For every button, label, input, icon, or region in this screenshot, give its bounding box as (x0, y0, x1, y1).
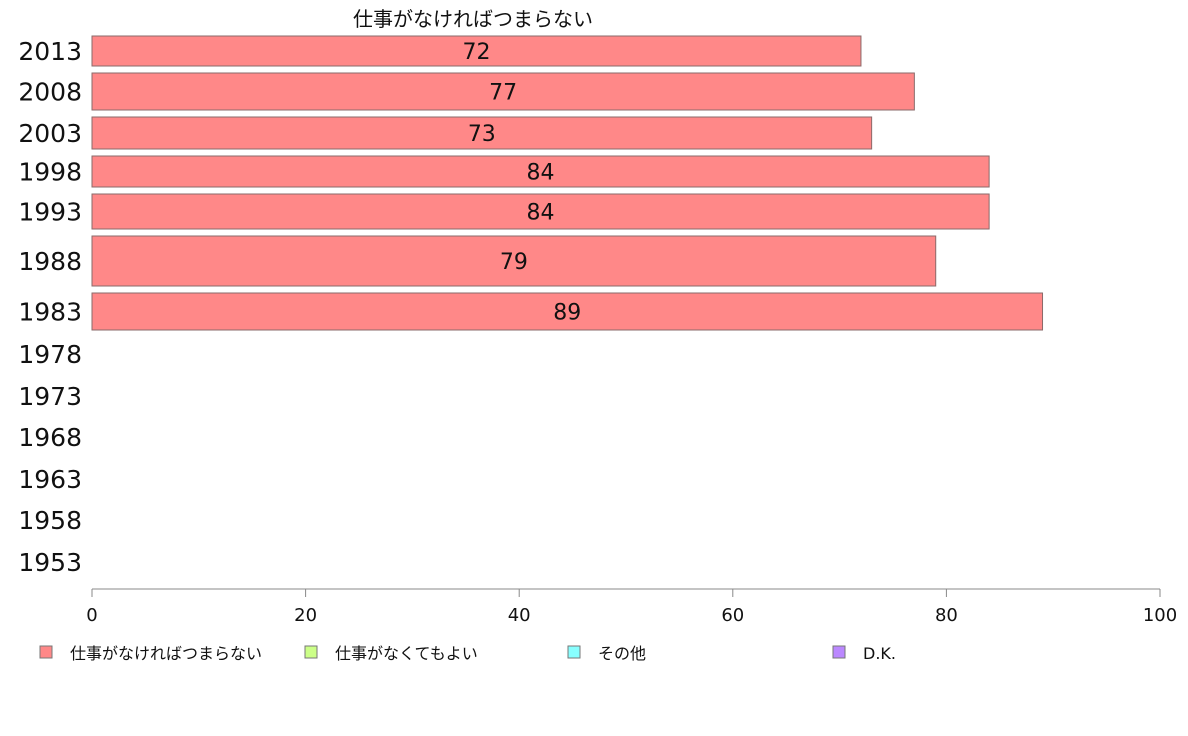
bar (91, 235, 937, 287)
y-tick-label: 1963 (18, 465, 82, 494)
y-tick-label: 1988 (18, 247, 82, 276)
series-title: 仕事がなければつまらない (353, 7, 593, 31)
x-tick-label: 100 (1143, 605, 1177, 626)
bar (91, 155, 990, 188)
y-tick-label: 1978 (18, 340, 82, 369)
bar (91, 35, 862, 67)
y-axis-labels: 2013 2008 2003 1998 1993 1988 1983 1978 1973 1968… (18, 37, 82, 577)
y-tick-label: 1953 (18, 548, 82, 577)
bar-data-label: 72 (462, 40, 490, 65)
y-tick-label: 1973 (18, 382, 82, 411)
y-tick-label: 2003 (18, 119, 82, 148)
legend-swatch (567, 645, 581, 659)
bar (91, 292, 1044, 331)
legend-swatch (304, 645, 318, 659)
bars-layer: 72 77 73 84 84 79 89 (91, 35, 1044, 331)
y-tick-label: 2013 (18, 37, 82, 66)
x-tick-label: 20 (294, 605, 317, 626)
y-tick-label: 1983 (18, 298, 82, 327)
legend-label: その他 (598, 644, 646, 663)
x-tick-label: 0 (86, 605, 97, 626)
y-tick-label: 1993 (18, 198, 82, 227)
x-tick-label: 80 (935, 605, 958, 626)
bar-data-label: 84 (527, 161, 555, 186)
legend: 仕事がなければつまらない 仕事がなくてもよい その他 D.K. (39, 644, 896, 663)
y-tick-label: 1998 (18, 158, 82, 187)
bar-data-label: 89 (553, 301, 581, 326)
x-axis: 0 20 40 60 80 100 (86, 588, 1177, 626)
bar (91, 72, 915, 111)
y-tick-label: 1958 (18, 506, 82, 535)
legend-swatch (832, 645, 846, 659)
y-tick-label: 1968 (18, 423, 82, 452)
bar-data-label: 77 (489, 81, 517, 106)
bar-data-label: 84 (527, 201, 555, 226)
bar-data-label: 73 (468, 122, 496, 147)
x-tick-label: 60 (721, 605, 744, 626)
y-tick-label: 2008 (18, 78, 82, 107)
legend-label: D.K. (863, 644, 896, 663)
legend-label: 仕事がなければつまらない (70, 644, 262, 663)
bar-data-label: 79 (500, 250, 528, 275)
legend-swatch (39, 645, 53, 659)
x-tick-label: 40 (508, 605, 531, 626)
bar (91, 116, 873, 150)
legend-label: 仕事がなくてもよい (335, 644, 478, 663)
bar (91, 193, 990, 230)
